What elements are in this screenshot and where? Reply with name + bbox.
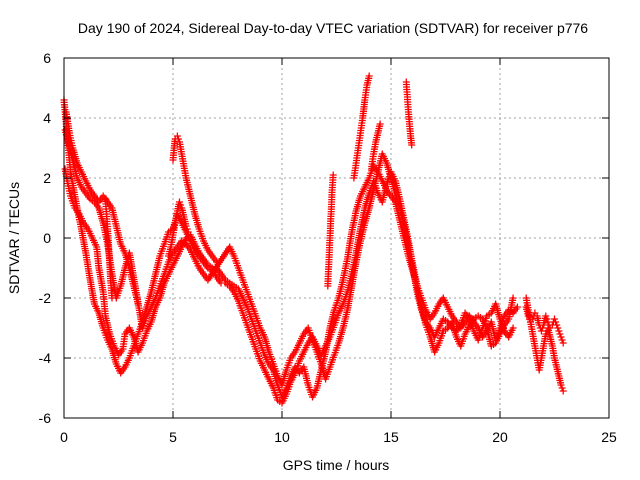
- series-track-5: [101, 195, 116, 302]
- series-track-8: [324, 171, 337, 290]
- y-tick-label: -6: [39, 410, 52, 426]
- plus-markers: [522, 303, 567, 347]
- data-points: [60, 72, 567, 407]
- plus-markers: [324, 171, 337, 290]
- x-tick-label: 5: [169, 429, 177, 445]
- x-tick-label: 15: [383, 429, 399, 445]
- series-track-7: [165, 198, 192, 260]
- x-axis-label: GPS time / hours: [283, 457, 390, 473]
- axis-ticks: [63, 57, 610, 419]
- series-track-3: [61, 126, 517, 389]
- chart-title: Day 190 of 2024, Sidereal Day-to-day VTE…: [78, 20, 588, 36]
- y-tick-labels: -6 -4 -2 0 2 4 6: [39, 50, 52, 426]
- plus-markers: [101, 195, 116, 302]
- plus-markers: [165, 198, 192, 260]
- grid-lines: [64, 58, 609, 418]
- x-tick-label: 25: [601, 429, 617, 445]
- y-tick-label: 4: [43, 110, 51, 126]
- series-track-11: [402, 78, 416, 149]
- series-track-6: [169, 132, 221, 266]
- y-tick-label: 2: [43, 170, 51, 186]
- x-tick-labels: 0 5 10 15 20 25: [60, 429, 617, 445]
- y-axis-label: SDTVAR / TECUs: [6, 182, 22, 294]
- plus-markers: [350, 72, 373, 182]
- y-tick-label: 6: [43, 50, 51, 66]
- series-track-13: [522, 303, 567, 347]
- x-tick-label: 10: [274, 429, 290, 445]
- y-tick-label: -4: [39, 350, 52, 366]
- plus-markers: [402, 78, 416, 149]
- plus-markers: [62, 108, 142, 308]
- series-track-10: [367, 120, 384, 173]
- series-track-4: [62, 108, 142, 308]
- y-tick-label: 0: [43, 230, 51, 246]
- series-track-9: [350, 72, 373, 182]
- x-tick-label: 20: [492, 429, 508, 445]
- x-tick-label: 0: [60, 429, 68, 445]
- plus-markers: [169, 132, 221, 266]
- plus-markers: [61, 126, 517, 389]
- y-tick-label: -2: [39, 290, 52, 306]
- plus-markers: [367, 120, 384, 173]
